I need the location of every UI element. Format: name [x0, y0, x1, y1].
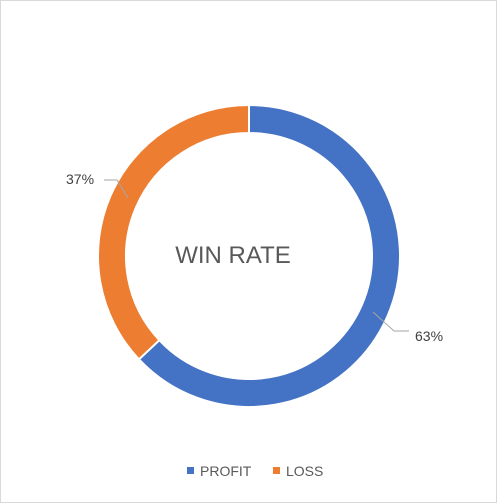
- legend: PROFIT LOSS: [187, 463, 323, 479]
- leader-line-profit: [372, 311, 409, 332]
- legend-label-loss: LOSS: [286, 463, 323, 479]
- leader-lines-group: [104, 179, 409, 332]
- center-title: WIN RATE: [175, 242, 291, 269]
- data-label-loss: 37%: [66, 171, 94, 187]
- legend-label-profit: PROFIT: [200, 463, 252, 479]
- data-label-profit: 63%: [415, 328, 443, 344]
- leader-line-loss: [104, 179, 129, 199]
- slice-loss: [97, 103, 250, 361]
- legend-swatch-profit: [187, 467, 194, 474]
- slices-group: [97, 103, 401, 408]
- legend-swatch-loss: [273, 467, 280, 474]
- slice-profit: [137, 103, 401, 408]
